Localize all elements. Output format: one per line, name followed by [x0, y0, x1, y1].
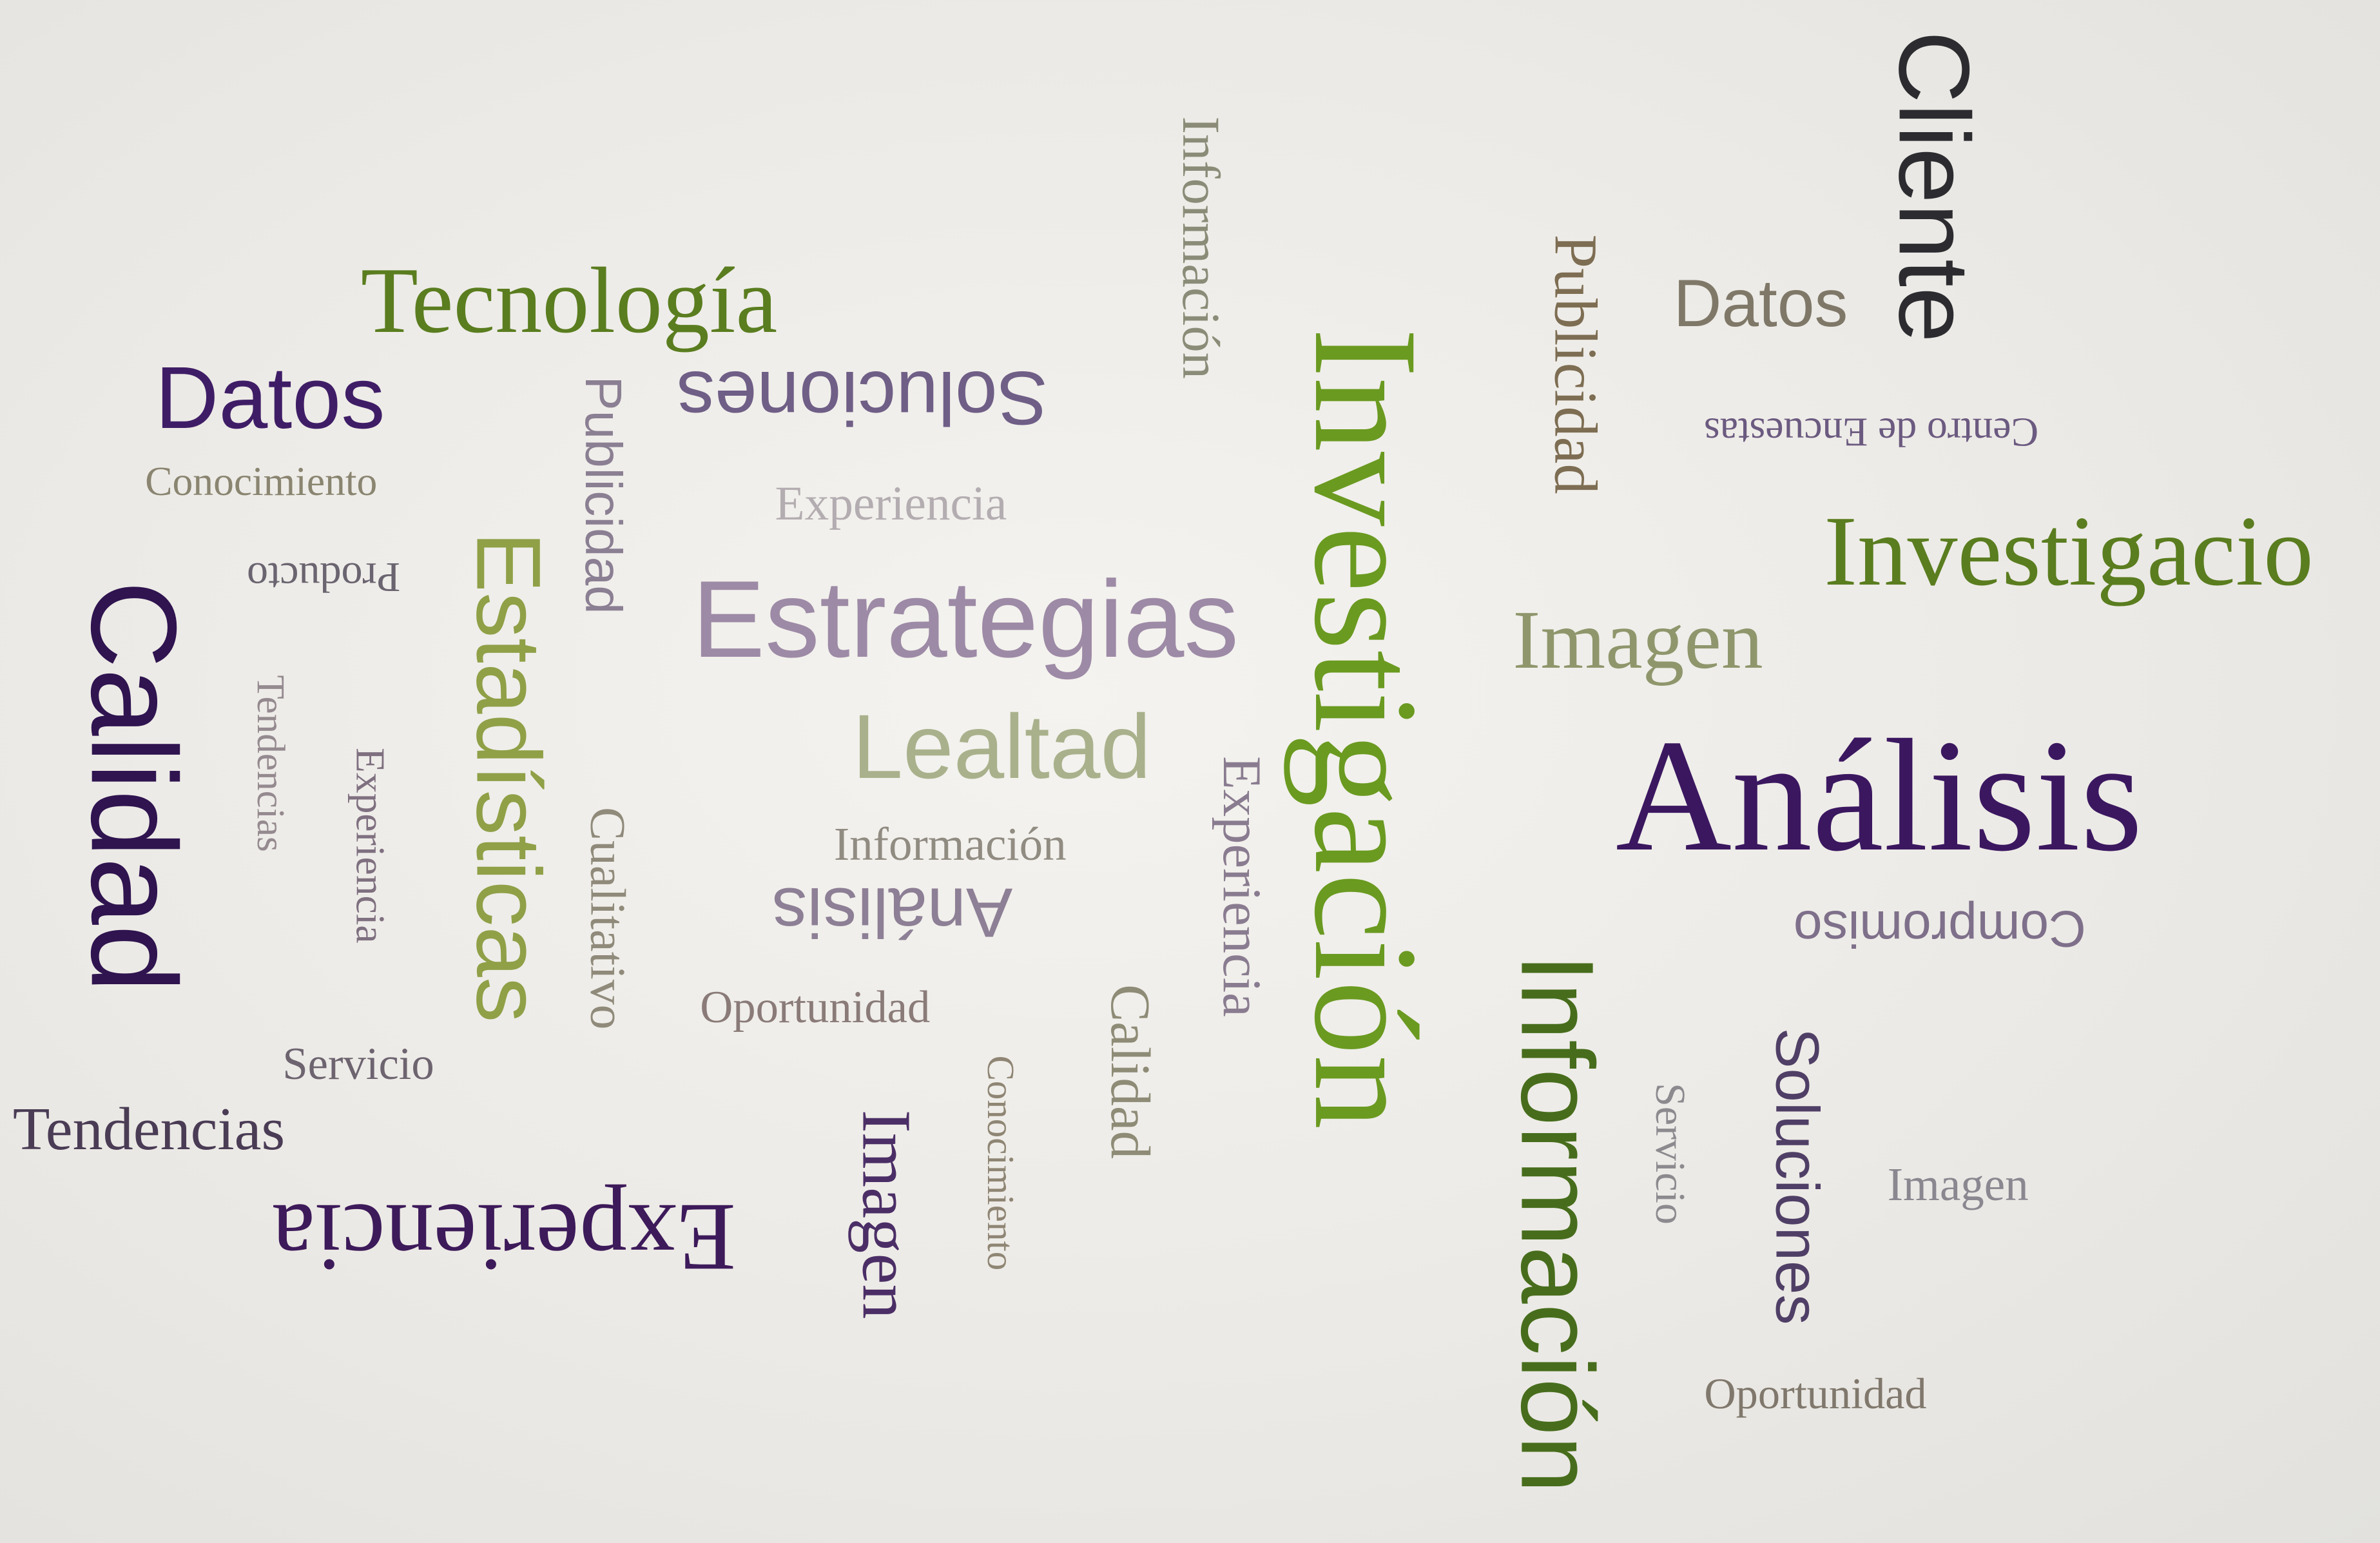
word-estadisticas: Estadísticas [458, 532, 560, 1023]
word-informacion: Información [1500, 954, 1616, 1493]
word-lealtad: Lealtad [852, 695, 1151, 798]
word-informacion: Información [1172, 116, 1231, 379]
word-oportunidad: Oportunidad [1704, 1369, 1927, 1419]
word-conocimiento: Conocimiento [145, 458, 378, 504]
word-analisis: Análisis [1615, 707, 2143, 886]
word-analisis: Análisis [772, 873, 1013, 952]
word-informacion: Información [833, 818, 1067, 870]
word-compromiso: Compromiso [1793, 900, 2086, 958]
word-experiencia: Experiencia [347, 747, 394, 944]
word-experiencia: Experiencia [271, 1183, 736, 1292]
word-producto: Producto [246, 553, 400, 601]
word-conocimiento: Conocimiento [980, 1055, 1022, 1270]
word-estrategias: Estrategias [692, 557, 1239, 680]
word-tendencias: Tendencias [249, 675, 293, 853]
word-servicio: Servicio [1646, 1083, 1694, 1225]
word-tendencias: Tendencias [12, 1096, 285, 1163]
word-investigacion: Investigación [1284, 327, 1449, 1130]
word-cualitativo: Cualitativo [580, 807, 636, 1030]
word-tecnologia: Tecnología [360, 248, 778, 353]
word-datos: Datos [1673, 266, 1848, 341]
word-publicidad: Publicidad [1542, 234, 1609, 494]
word-investigacio: Investigacio [1824, 495, 2314, 607]
word-imagen: Imagen [1887, 1158, 2029, 1210]
word-calidad: Calidad [1099, 984, 1163, 1160]
word-imagen: Imagen [1513, 594, 1763, 686]
word-experiencia: Experiencia [775, 477, 1007, 531]
word-imagen: Imagen [847, 1109, 925, 1319]
word-publicidad: Publicidad [574, 376, 632, 614]
word-centro-de-encuestas: Centro de Encuestas [1704, 409, 2039, 456]
word-oportunidad: Oportunidad [700, 982, 931, 1033]
word-soluciones: Soluciones [1763, 1028, 1832, 1325]
word-cliente: Cliente [1878, 30, 1991, 343]
word-calidad: Calidad [66, 580, 202, 993]
word-datos: Datos [155, 347, 385, 447]
word-servicio: Servicio [282, 1038, 434, 1089]
word-experiencia: Experiencia [1211, 755, 1272, 1017]
word-soluciones: Soluciones [676, 355, 1048, 441]
